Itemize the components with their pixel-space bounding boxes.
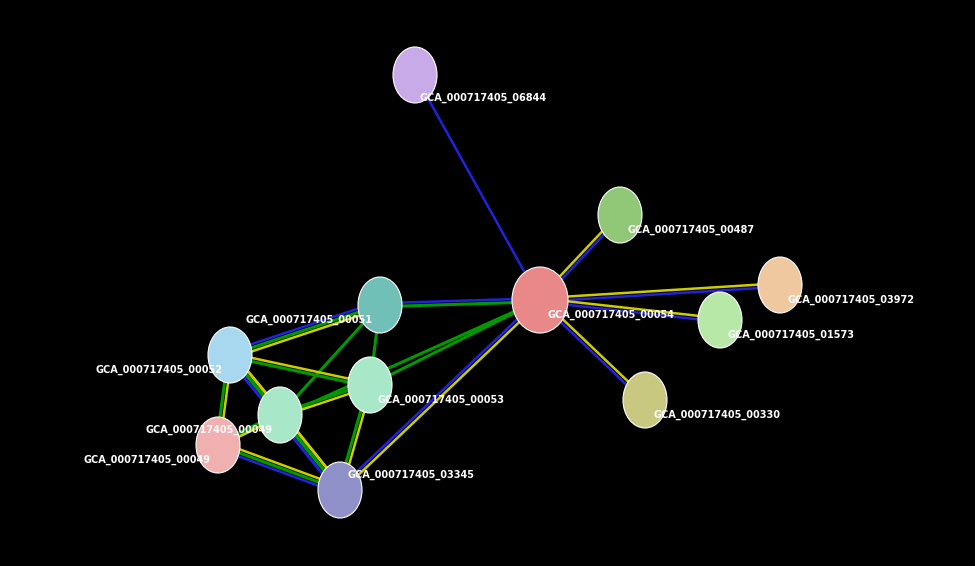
- Text: GCA_000717405_00051: GCA_000717405_00051: [245, 315, 372, 325]
- Ellipse shape: [208, 327, 252, 383]
- Text: GCA_000717405_00053: GCA_000717405_00053: [378, 395, 505, 405]
- Text: GCA_000717405_01573: GCA_000717405_01573: [728, 330, 855, 340]
- Ellipse shape: [698, 292, 742, 348]
- Ellipse shape: [393, 47, 437, 103]
- Ellipse shape: [598, 187, 642, 243]
- Text: GCA_000717405_00330: GCA_000717405_00330: [653, 410, 780, 421]
- Ellipse shape: [758, 257, 802, 313]
- Text: GCA_000717405_00054: GCA_000717405_00054: [548, 310, 675, 320]
- Ellipse shape: [258, 387, 302, 443]
- Ellipse shape: [318, 462, 362, 518]
- Text: GCA_000717405_03972: GCA_000717405_03972: [788, 295, 915, 305]
- Text: GCA_000717405_00049: GCA_000717405_00049: [145, 425, 272, 435]
- Text: GCA_000717405_06844: GCA_000717405_06844: [420, 93, 547, 103]
- Ellipse shape: [358, 277, 402, 333]
- Text: GCA_000717405_00052: GCA_000717405_00052: [95, 365, 222, 375]
- Text: GCA_000717405_00487: GCA_000717405_00487: [628, 225, 755, 235]
- Ellipse shape: [623, 372, 667, 428]
- Ellipse shape: [196, 417, 240, 473]
- Text: GCA_000717405_03345: GCA_000717405_03345: [348, 470, 475, 481]
- Text: GCA_000717405_00049: GCA_000717405_00049: [83, 455, 210, 465]
- Ellipse shape: [512, 267, 568, 333]
- Ellipse shape: [348, 357, 392, 413]
